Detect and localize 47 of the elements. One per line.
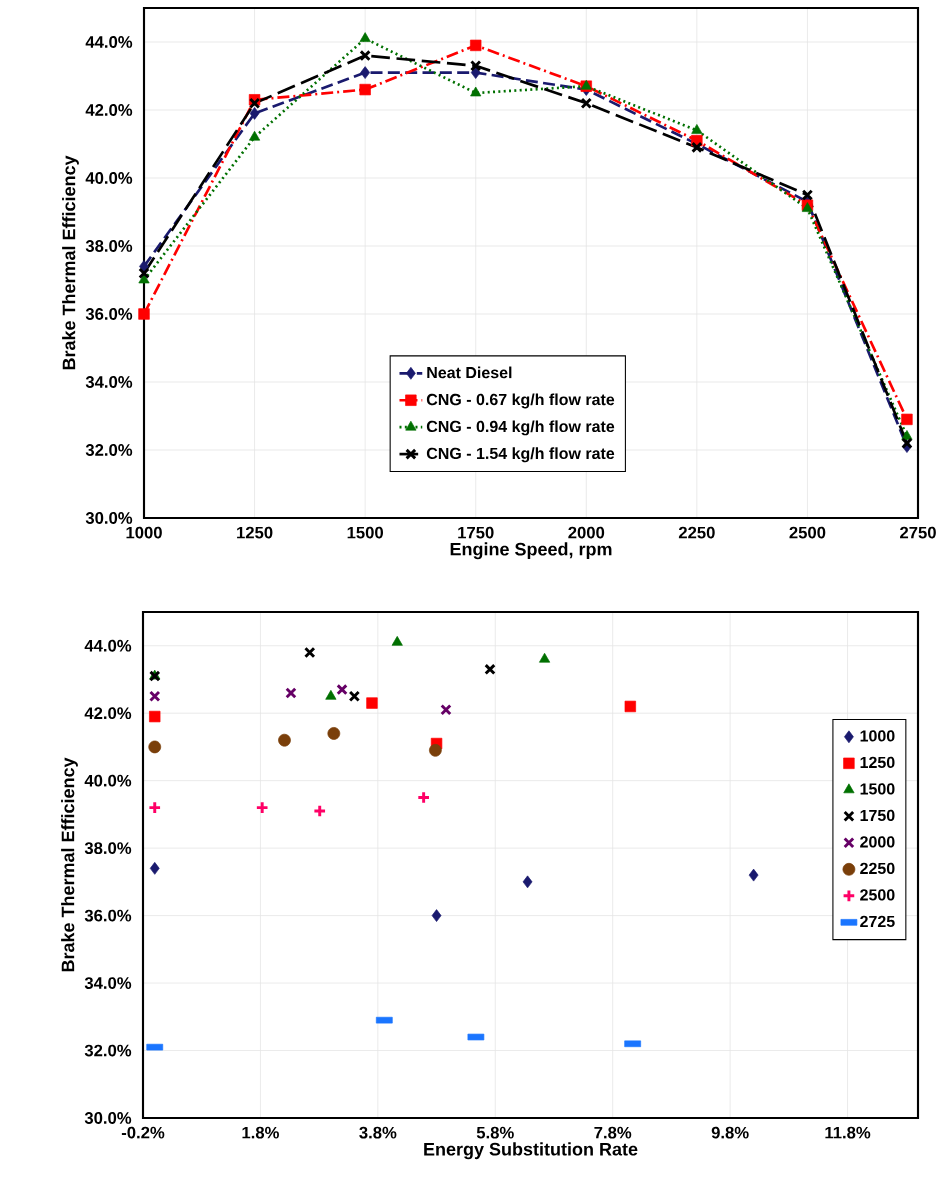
x-tick-label: 2250 [678, 526, 715, 539]
x-axis-title: Energy Substitution Rate [424, 1142, 638, 1160]
legend-label: Neat Diesel [427, 366, 512, 379]
y-tick-label: 36.0% [85, 308, 133, 320]
y-tick-label: 32.0% [84, 1044, 132, 1057]
x-tick-label: 1750 [458, 526, 494, 539]
x-tick-label: 11.8% [825, 1126, 871, 1139]
y-tick-label: 40.0% [84, 774, 132, 787]
y-tick-label: 32.0% [85, 444, 133, 456]
x-tick-label: 2000 [568, 526, 605, 539]
y-tick-label: 42.0% [84, 707, 132, 720]
y-tick-label: 44.0% [84, 639, 132, 652]
x-axis-title: Engine Speed, rpm [450, 542, 612, 560]
y-tick-label: 38.0% [84, 842, 132, 855]
legend-label: CNG - 0.94 kg/h flow rate [426, 420, 615, 436]
y-axis-title: Brake Thermal Efficiency [62, 155, 79, 370]
legend-label: 1500 [860, 783, 895, 795]
legend-label: 1000 [860, 730, 895, 742]
legend-label: CNG - 0.67 kg/h flow rate [426, 393, 615, 409]
x-tick-label: 3.8% [359, 1126, 397, 1139]
x-tick-label: 7.8% [594, 1126, 632, 1139]
y-tick-label: 44.0% [85, 36, 133, 48]
x-tick-label: 1250 [237, 526, 273, 539]
y-tick-label: 40.0% [85, 172, 133, 184]
legend-label: 2000 [860, 836, 895, 848]
legend-label: 2500 [860, 889, 895, 901]
y-tick-label: 34.0% [85, 376, 133, 388]
x-tick-label: -0.2% [121, 1126, 165, 1139]
x-tick-label: 1500 [347, 526, 383, 539]
x-tick-label: 9.8% [711, 1126, 749, 1139]
y-tick-label: 30.0% [85, 512, 133, 524]
y-tick-label: 30.0% [84, 1112, 132, 1124]
legend-label: 1250 [860, 756, 895, 769]
y-tick-label: 34.0% [84, 977, 132, 989]
legend-label: 2725 [860, 915, 895, 928]
legend-label: 1750 [860, 809, 895, 822]
x-tick-label: 2500 [789, 526, 826, 539]
x-tick-label: 2750 [900, 526, 936, 539]
x-tick-label: 5.8% [476, 1126, 514, 1139]
y-tick-label: 38.0% [85, 240, 133, 252]
y-tick-label: 42.0% [85, 104, 133, 116]
x-tick-label: 1000 [126, 526, 162, 539]
y-axis-title: Brake Thermal Efficiency [61, 757, 78, 972]
x-tick-label: 1.8% [242, 1126, 279, 1139]
y-tick-label: 36.0% [84, 909, 132, 922]
legend-label: 2250 [860, 862, 895, 875]
legend-label: CNG - 1.54 kg/h flow rate [426, 447, 615, 463]
